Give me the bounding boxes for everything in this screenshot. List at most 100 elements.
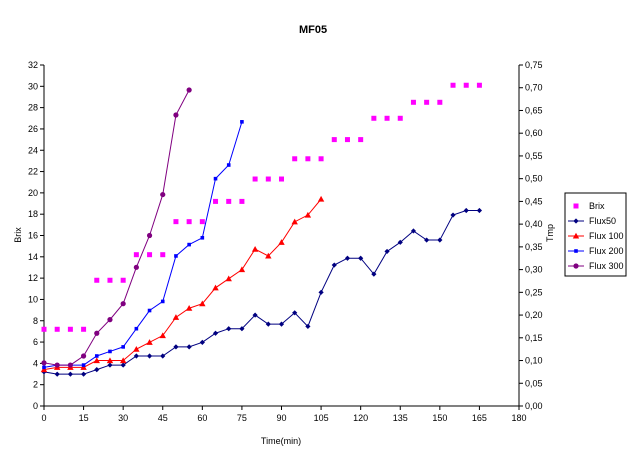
data-point-brix [476, 82, 482, 88]
data-point-brix [358, 137, 364, 143]
x-axis-title: Time(min) [261, 436, 301, 446]
data-point-flux300 [160, 191, 166, 198]
y2-tick-label: 0,00 [525, 401, 543, 411]
data-point-flux100 [106, 357, 114, 364]
data-point-flux50 [410, 228, 417, 234]
data-point-flux50 [160, 353, 166, 359]
data-point-brix [173, 219, 179, 225]
y2-tick-label: 0,30 [525, 265, 543, 275]
y-tick-label: 4 [33, 358, 38, 368]
y-tick-label: 2 [33, 380, 38, 390]
data-point-flux300 [173, 112, 179, 118]
data-point-flux100 [225, 275, 232, 282]
data-point-flux50 [331, 262, 337, 268]
x-tick-label: 30 [118, 413, 128, 423]
data-point-brix [160, 252, 166, 258]
data-point-flux300 [54, 362, 60, 368]
data-point-flux100 [133, 345, 140, 352]
data-point-brix [107, 277, 113, 283]
y-tick-label: 16 [28, 231, 38, 241]
data-point-brix [450, 82, 456, 88]
y-tick-label: 6 [33, 337, 38, 347]
data-point-flux50 [437, 237, 443, 243]
x-tick-label: 75 [237, 413, 247, 423]
data-point-flux50 [463, 207, 469, 214]
data-point-flux50 [371, 271, 377, 277]
data-point-flux50 [265, 321, 271, 327]
data-point-flux100 [278, 239, 285, 245]
data-point-flux50 [67, 371, 73, 377]
data-point-brix [463, 82, 469, 88]
data-point-flux300 [133, 264, 139, 270]
data-point-flux100 [238, 266, 246, 273]
legend-label-flux50: Flux50 [589, 216, 616, 226]
x-tick-label: 150 [432, 413, 447, 423]
x-tick-label: 105 [314, 413, 329, 423]
data-point-flux50 [476, 207, 483, 214]
data-point-flux50 [305, 323, 311, 330]
y2-tick-label: 0,25 [525, 287, 543, 297]
y-tick-label: 28 [28, 103, 38, 113]
y2-tick-label: 0,20 [525, 310, 543, 320]
legend-swatch-marker-flux300 [573, 263, 579, 269]
data-point-flux50 [450, 212, 456, 218]
data-point-flux100 [251, 245, 259, 252]
data-point-brix [239, 198, 245, 204]
data-point-flux50 [212, 330, 219, 336]
data-point-flux50 [173, 344, 179, 350]
y2-tick-label: 0,15 [525, 333, 543, 343]
y2-tick-label: 0,60 [525, 128, 543, 138]
x-tick-label: 45 [158, 413, 168, 423]
legend-items: Brix Flux50 Flux 100 Flux 200 Flux 300 [568, 201, 624, 271]
y-tick-label: 8 [33, 316, 38, 326]
data-point-flux200 [226, 163, 231, 167]
data-point-brix [437, 99, 443, 105]
legend-label-flux200: Flux 200 [589, 246, 624, 256]
x-tick-label: 165 [472, 413, 487, 423]
y2-axis-title: Tmp [545, 224, 555, 242]
data-point-brix [305, 156, 311, 162]
data-point-flux100 [172, 314, 180, 320]
data-point-flux100 [291, 218, 298, 225]
series-layer [40, 82, 483, 377]
data-point-flux300 [80, 353, 87, 359]
data-point-flux100 [212, 284, 219, 291]
data-point-flux200 [42, 365, 46, 370]
data-point-flux50 [252, 312, 258, 318]
data-point-flux50 [133, 353, 139, 359]
data-point-flux100 [40, 366, 48, 373]
data-point-brix [54, 326, 60, 332]
y2-tick-label: 0,05 [525, 378, 543, 388]
data-point-flux50 [199, 339, 205, 345]
data-point-flux50 [384, 248, 390, 255]
data-point-flux200 [240, 120, 244, 124]
data-point-flux100 [185, 305, 193, 311]
data-point-flux100 [159, 332, 166, 339]
series-line-flux200 [43, 121, 243, 368]
data-point-brix [94, 277, 100, 283]
legend-label-flux100: Flux 100 [589, 231, 624, 241]
data-point-flux50 [344, 255, 351, 261]
data-point-brix [292, 156, 298, 162]
y-tick-label: 14 [28, 252, 38, 262]
data-point-brix [344, 137, 350, 143]
chart-title: MF05 [299, 24, 327, 36]
data-point-brix [424, 99, 430, 105]
y2-tick-label: 0,65 [525, 105, 543, 115]
data-point-flux100 [304, 211, 312, 218]
data-point-flux300 [186, 87, 192, 93]
y-tick-label: 20 [28, 188, 38, 198]
data-point-flux50 [397, 239, 403, 245]
y-tick-label: 30 [28, 81, 38, 91]
data-point-brix [81, 326, 87, 332]
legend-label-flux300: Flux 300 [589, 261, 624, 271]
y2-tick-label: 0,70 [525, 83, 543, 93]
x-tick-label: 180 [511, 413, 526, 423]
axis-ticks: 0 15 30 45 60 75 90 105 120 135 150 165 180024681012… [28, 60, 543, 423]
legend-swatch-marker-flux50 [573, 218, 579, 224]
y2-tick-label: 0,50 [525, 174, 543, 184]
data-point-flux200 [147, 308, 152, 313]
data-point-flux50 [292, 310, 298, 316]
legend-swatch-marker-brix [573, 203, 579, 209]
